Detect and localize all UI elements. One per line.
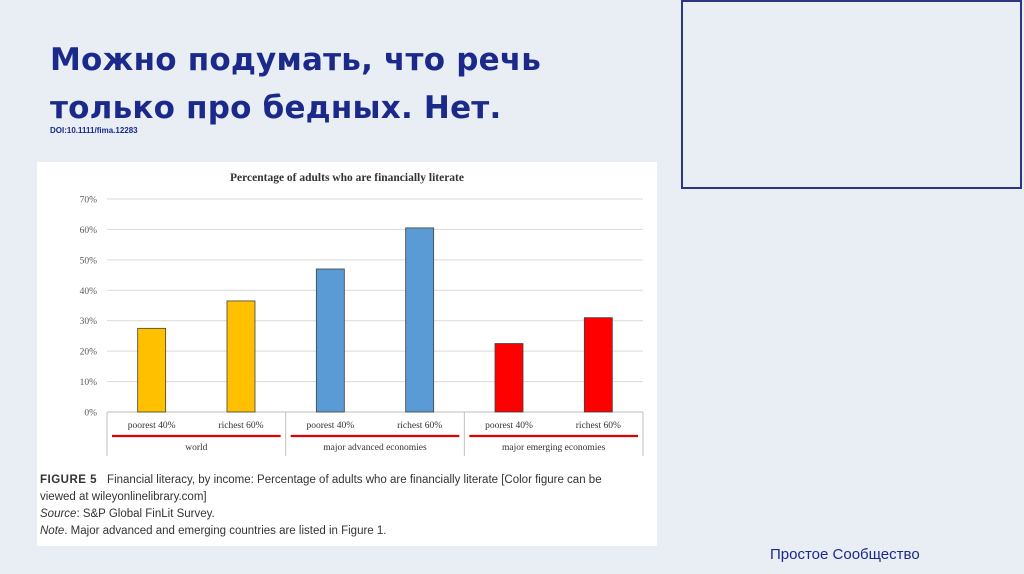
source-text: : S&P Global FinLit Survey. xyxy=(76,508,215,520)
caption-label: FIGURE 5 xyxy=(40,474,98,486)
caption-line-2: viewed at wileyonlinelibrary.com] xyxy=(40,491,207,503)
bar xyxy=(315,268,345,413)
caption-line-1: Financial literacy, by income: Percentag… xyxy=(107,474,602,486)
group-label: major advanced economies xyxy=(323,443,427,453)
source-label: Source xyxy=(40,508,77,520)
note-label: Note xyxy=(40,525,65,537)
title-line-1: Можно подумать, что речь xyxy=(50,42,542,78)
group-label: major emerging economies xyxy=(502,443,606,453)
bar xyxy=(494,343,524,413)
y-tick-label: 50% xyxy=(80,256,98,266)
bar xyxy=(405,227,435,413)
bar xyxy=(583,317,613,413)
x-tick-label: richest 60% xyxy=(397,421,442,431)
y-tick-label: 10% xyxy=(80,378,98,388)
figure-caption: FIGURE 5 Financial literacy, by income: P… xyxy=(40,472,654,540)
bar-chart: Percentage of adults who are financially… xyxy=(80,172,644,456)
y-tick-label: 70% xyxy=(80,196,98,206)
bar xyxy=(226,300,256,413)
y-tick-label: 20% xyxy=(80,348,98,358)
y-tick-label: 0% xyxy=(84,409,97,419)
note-text: . Major advanced and emerging countries … xyxy=(64,525,387,537)
chart-title: Percentage of adults who are financially… xyxy=(230,172,464,184)
title-line-2: только про бедных. Нет. xyxy=(50,90,502,126)
doi-reference: DOI:10.1111/fima.12283 xyxy=(50,126,138,135)
y-tick-label: 60% xyxy=(80,226,98,236)
slide-title: Можно подумать, что речь только про бедн… xyxy=(50,36,541,132)
x-tick-label: poorest 40% xyxy=(485,421,533,431)
figure-panel: Percentage of adults who are financially… xyxy=(37,162,657,546)
x-tick-label: poorest 40% xyxy=(128,421,176,431)
x-tick-label: richest 60% xyxy=(218,421,263,431)
x-tick-label: richest 60% xyxy=(576,421,621,431)
y-tick-label: 30% xyxy=(80,317,98,327)
bar xyxy=(137,327,167,413)
footer-brand: Простое Сообщество xyxy=(770,546,920,563)
group-label: world xyxy=(185,443,207,453)
x-tick-label: poorest 40% xyxy=(306,421,354,431)
placeholder-frame xyxy=(681,0,1022,189)
y-tick-label: 40% xyxy=(80,287,98,297)
